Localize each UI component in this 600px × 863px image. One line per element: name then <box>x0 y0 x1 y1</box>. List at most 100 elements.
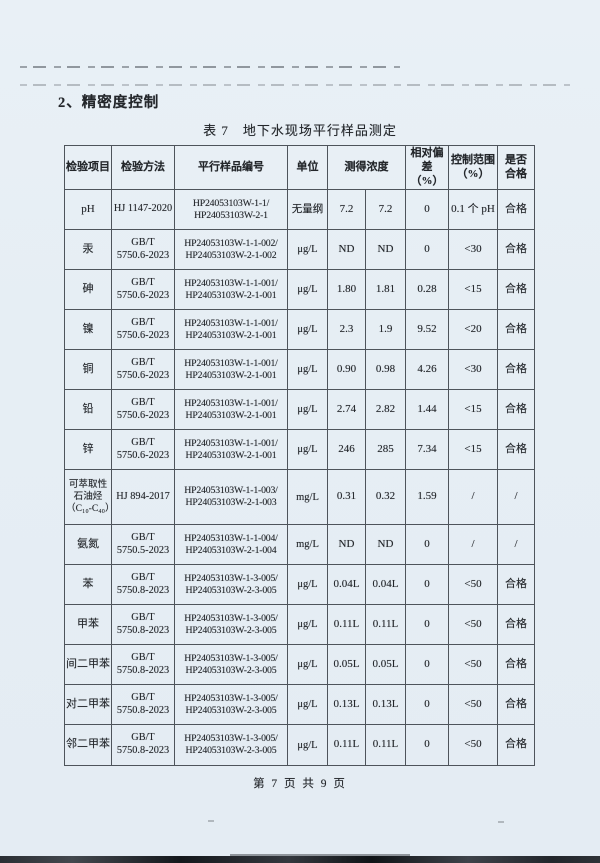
cell-value1: 0.13L <box>327 684 366 726</box>
cell-control-range: <50 <box>448 724 498 767</box>
table-row: pH HJ 1147-2020 HP24053103W-1-1/ HP2405310… <box>64 189 535 231</box>
cell-sample-ids: HP24053103W-1-3-005/ HP24053103W-2-3-005 <box>174 684 288 726</box>
cell-qualified: 合格 <box>497 309 535 351</box>
scan-speck <box>208 820 214 822</box>
header-relative-deviation: 相对偏差 （%） <box>405 144 449 191</box>
cell-item: 对二甲苯 <box>64 684 112 726</box>
cell-deviation: 0 <box>405 564 449 606</box>
cell-value2: 0.13L <box>365 684 406 726</box>
cell-value1: 2.3 <box>327 309 366 351</box>
cell-deviation: 0.28 <box>405 269 449 311</box>
cell-unit: μg/L <box>287 389 328 431</box>
cell-value2: 1.9 <box>365 309 406 351</box>
cell-item: 氨氮 <box>64 524 112 566</box>
cell-control-range: <50 <box>448 684 498 726</box>
cell-sample-ids: HP24053103W-1-1-002/ HP24053103W-2-1-002 <box>174 229 288 271</box>
cell-deviation: 9.52 <box>405 309 449 351</box>
table-row: 苯 GB/T 5750.8-2023 HP24053103W-1-3-005/ HP… <box>64 564 535 606</box>
cell-value1: 0.05L <box>327 644 366 686</box>
cell-value2: 1.81 <box>365 269 406 311</box>
cell-value2: 7.2 <box>365 189 406 231</box>
cell-qualified: 合格 <box>497 389 535 431</box>
cell-unit: μg/L <box>287 229 328 271</box>
cell-deviation: 0 <box>405 684 449 726</box>
cell-item: 铅 <box>64 389 112 431</box>
cell-deviation: 0 <box>405 189 449 231</box>
cell-value2: 285 <box>365 429 406 471</box>
cell-sample-ids: HP24053103W-1-3-005/ HP24053103W-2-3-005 <box>174 644 288 686</box>
cell-sample-ids: HP24053103W-1-3-005/ HP24053103W-2-3-005 <box>174 604 288 646</box>
table-row: 铜 GB/T 5750.6-2023 HP24053103W-1-1-001/ HP… <box>64 349 535 391</box>
cell-method: GB/T 5750.8-2023 <box>111 724 175 767</box>
cell-sample-ids: HP24053103W-1-1-003/ HP24053103W-2-1-003 <box>174 469 288 526</box>
cell-sample-ids: HP24053103W-1-3-005/ HP24053103W-2-3-005 <box>174 724 288 767</box>
cell-unit: μg/L <box>287 309 328 351</box>
cell-deviation: 0 <box>405 604 449 646</box>
cell-control-range: / <box>448 524 498 566</box>
cell-qualified: 合格 <box>497 684 535 726</box>
cell-control-range: <15 <box>448 429 498 471</box>
cell-value2: 0.05L <box>365 644 406 686</box>
cell-value1: 2.74 <box>327 389 366 431</box>
table-row: 间二甲苯 GB/T 5750.8-2023 HP24053103W-1-3-005/… <box>64 644 535 686</box>
cell-control-range: <15 <box>448 269 498 311</box>
cell-qualified: 合格 <box>497 349 535 391</box>
cell-qualified: / <box>497 469 535 526</box>
cell-sample-ids: HP24053103W-1-1-004/ HP24053103W-2-1-004 <box>174 524 288 566</box>
scan-noise-line <box>20 84 570 86</box>
cell-method: GB/T 5750.5-2023 <box>111 524 175 566</box>
header-unit: 单位 <box>287 144 328 191</box>
cell-unit: μg/L <box>287 724 328 767</box>
cell-sample-ids: HP24053103W-1-1/ HP24053103W-2-1 <box>174 189 288 231</box>
cell-qualified: 合格 <box>497 644 535 686</box>
cell-method: GB/T 5750.8-2023 <box>111 604 175 646</box>
cell-item: 砷 <box>64 269 112 311</box>
header-item: 检验项目 <box>64 144 112 191</box>
cell-item: 邻二甲苯 <box>64 724 112 767</box>
cell-qualified: / <box>497 524 535 566</box>
cell-value2: 0.11L <box>365 604 406 646</box>
cell-qualified: 合格 <box>497 189 535 231</box>
cell-control-range: <20 <box>448 309 498 351</box>
cell-unit: μg/L <box>287 564 328 606</box>
cell-sample-ids: HP24053103W-1-1-001/ HP24053103W-2-1-001 <box>174 349 288 391</box>
cell-value1: 246 <box>327 429 366 471</box>
cell-method: GB/T 5750.6-2023 <box>111 389 175 431</box>
cell-item: 铜 <box>64 349 112 391</box>
cell-deviation: 7.34 <box>405 429 449 471</box>
cell-deviation: 0 <box>405 524 449 566</box>
table-row: 可萃取性 石油烃 （C₁₀-C₄₀） HJ 894-2017 HP24053103W… <box>64 469 535 526</box>
cell-method: GB/T 5750.8-2023 <box>111 644 175 686</box>
table-row: 氨氮 GB/T 5750.5-2023 HP24053103W-1-1-004/ H… <box>64 524 535 566</box>
table-body: pH HJ 1147-2020 HP24053103W-1-1/ HP2405310… <box>64 189 535 767</box>
cell-item: pH <box>64 189 112 231</box>
cell-sample-ids: HP24053103W-1-1-001/ HP24053103W-2-1-001 <box>174 309 288 351</box>
cell-control-range: <30 <box>448 349 498 391</box>
header-row: 检验项目 检验方法 平行样品编号 单位 测得浓度 相对偏差 （%） 控制范围 （… <box>64 144 535 191</box>
header-measured-concentration: 测得浓度 <box>327 144 406 191</box>
cell-method: GB/T 5750.6-2023 <box>111 269 175 311</box>
header-qualified: 是否 合格 <box>497 144 535 191</box>
table-row: 砷 GB/T 5750.6-2023 HP24053103W-1-1-001/ HP… <box>64 269 535 311</box>
cell-sample-ids: HP24053103W-1-1-001/ HP24053103W-2-1-001 <box>174 429 288 471</box>
cell-value2: 0.32 <box>365 469 406 526</box>
cell-sample-ids: HP24053103W-1-1-001/ HP24053103W-2-1-001 <box>174 269 288 311</box>
cell-deviation: 0 <box>405 644 449 686</box>
table-row: 甲苯 GB/T 5750.8-2023 HP24053103W-1-3-005/ H… <box>64 604 535 646</box>
cell-value1: ND <box>327 524 366 566</box>
cell-item: 锌 <box>64 429 112 471</box>
table-row: 锌 GB/T 5750.6-2023 HP24053103W-1-1-001/ HP… <box>64 429 535 471</box>
table-row: 镍 GB/T 5750.6-2023 HP24053103W-1-1-001/ HP… <box>64 309 535 351</box>
cell-deviation: 0 <box>405 229 449 271</box>
cell-qualified: 合格 <box>497 564 535 606</box>
cell-item: 镍 <box>64 309 112 351</box>
cell-qualified: 合格 <box>497 429 535 471</box>
table-row: 汞 GB/T 5750.6-2023 HP24053103W-1-1-002/ HP… <box>64 229 535 271</box>
cell-unit: mg/L <box>287 469 328 526</box>
cell-value1: 7.2 <box>327 189 366 231</box>
cell-deviation: 0 <box>405 724 449 767</box>
table-title: 表 7 地下水现场平行样品测定 <box>203 123 397 138</box>
section-heading: 2、精密度控制 <box>58 95 160 111</box>
cell-item: 甲苯 <box>64 604 112 646</box>
cell-value2: 2.82 <box>365 389 406 431</box>
